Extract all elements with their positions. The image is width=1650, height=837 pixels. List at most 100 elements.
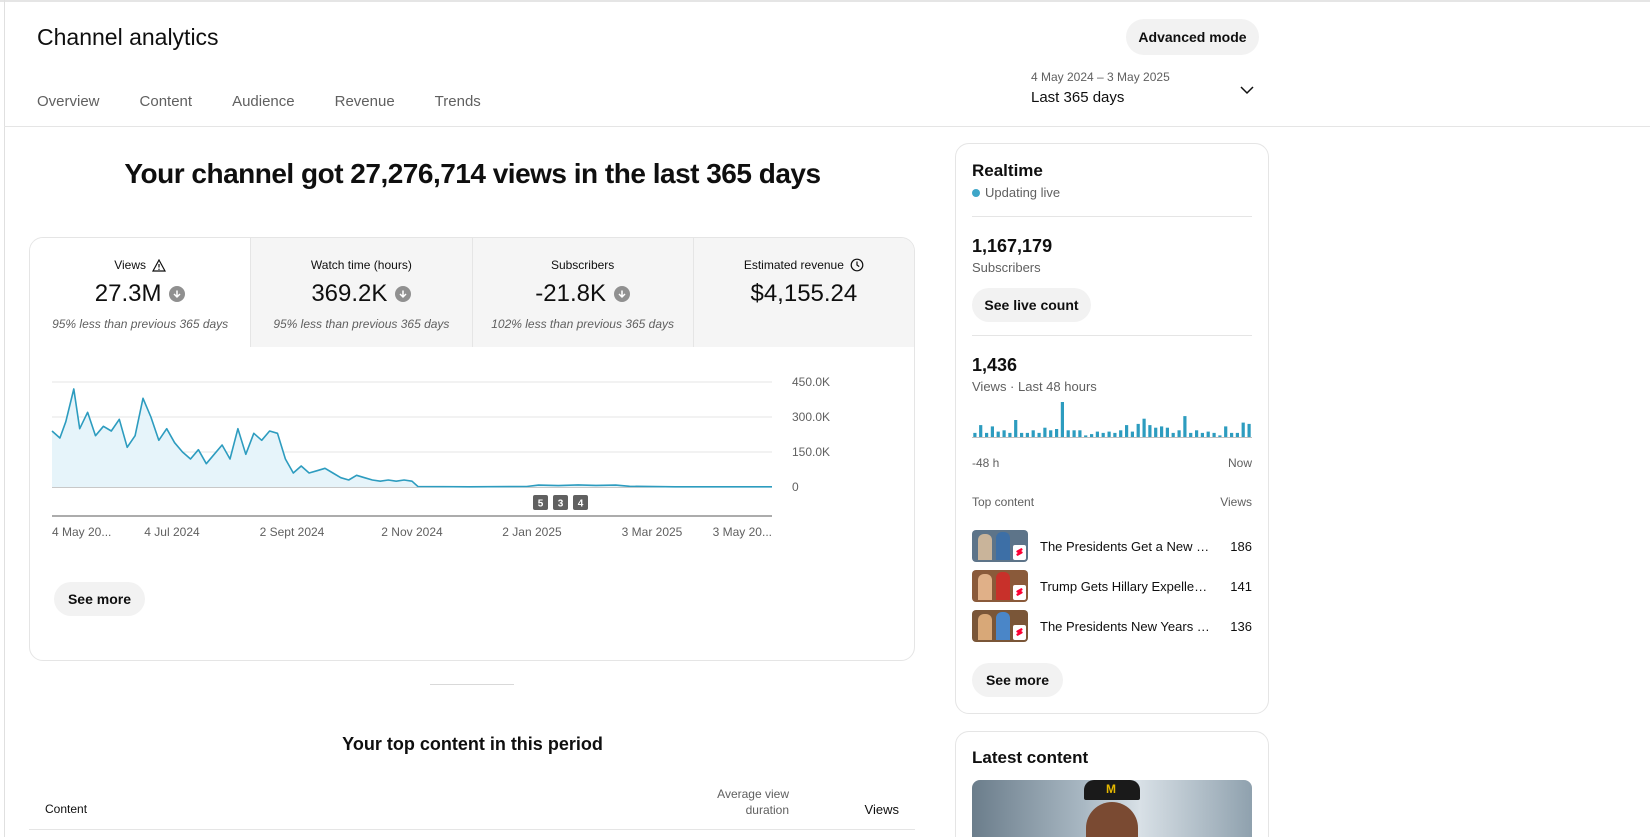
mini-chart-bar bbox=[1200, 432, 1204, 438]
mini-chart-bar bbox=[1148, 425, 1152, 438]
top-content-views: 136 bbox=[1230, 618, 1252, 634]
date-range-label: Last 365 days bbox=[1031, 89, 1125, 106]
realtime-see-more-button[interactable]: See more bbox=[972, 663, 1063, 697]
annotation-label: 3 bbox=[558, 499, 564, 510]
mini-chart-bar bbox=[1130, 431, 1134, 438]
metric-note: 102% less than previous 365 days bbox=[491, 317, 675, 331]
mini-chart-bar bbox=[1055, 429, 1059, 438]
top-content-row[interactable]: The Presidents Get a New … 186 bbox=[972, 530, 1252, 562]
metric-label: Estimated revenue bbox=[743, 258, 844, 272]
video-thumbnail bbox=[972, 530, 1028, 562]
metric-value: 369.2K bbox=[311, 280, 388, 307]
top-content-views: 186 bbox=[1230, 538, 1252, 554]
mini-chart-bar bbox=[979, 425, 983, 438]
mini-chart-bar bbox=[1206, 431, 1210, 438]
mini-chart-bar bbox=[1224, 426, 1228, 438]
warning-icon bbox=[152, 258, 167, 272]
realtime-subscribers-value: 1,167,179 bbox=[972, 236, 1053, 256]
arrow-down-icon bbox=[395, 286, 412, 302]
mini-chart-bar bbox=[1195, 430, 1199, 438]
top-content-label: Top content bbox=[972, 495, 1035, 509]
top-content-row[interactable]: The Presidents New Years … 136 bbox=[972, 610, 1252, 642]
realtime-views-value: 1,436 bbox=[972, 355, 1018, 375]
top-border bbox=[0, 0, 1650, 2]
latest-video-thumbnail[interactable]: M bbox=[972, 780, 1252, 837]
mini-chart-bar bbox=[1241, 422, 1245, 438]
shorts-icon bbox=[1013, 545, 1026, 560]
mini-chart-bar bbox=[1095, 431, 1099, 438]
mini-chart-bar bbox=[1113, 432, 1117, 438]
live-dot-icon bbox=[972, 188, 980, 197]
x-tick-label: 2 Sept 2024 bbox=[260, 525, 325, 539]
annotation-label: 5 bbox=[538, 499, 544, 510]
arrow-down-icon bbox=[613, 286, 630, 302]
y-tick-label: 300.0K bbox=[792, 410, 830, 424]
realtime-status: Updating live bbox=[972, 185, 1060, 200]
top-content-views-label: Views bbox=[1220, 495, 1252, 509]
mini-chart-bar bbox=[1230, 432, 1234, 438]
top-content-row[interactable]: Trump Gets Hillary Expelle… 141 bbox=[972, 570, 1252, 602]
mini-chart-bar bbox=[1066, 430, 1070, 438]
tab-audience[interactable]: Audience bbox=[232, 93, 295, 110]
metric-label: Subscribers bbox=[550, 258, 615, 272]
views-chart[interactable]: 450.0K 300.0K 150.0K 0 4 May 20... 4 Jul 2024… bbox=[30, 347, 915, 661]
series-line bbox=[51, 388, 772, 488]
mini-chart-end-label: Now bbox=[1227, 456, 1252, 470]
mini-chart-start-label: -48 h bbox=[972, 456, 1000, 470]
chevron-down-icon bbox=[1240, 86, 1254, 95]
metric-views[interactable]: Views 27.3M 95% less than previous 365 d… bbox=[30, 238, 251, 347]
video-thumbnail bbox=[972, 570, 1028, 602]
realtime-subscribers-label: Subscribers bbox=[972, 260, 1041, 275]
tab-trends[interactable]: Trends bbox=[434, 93, 481, 110]
logo-icon: M bbox=[1106, 782, 1116, 796]
y-tick-label: 0 bbox=[792, 480, 799, 494]
header-divider bbox=[4, 126, 1650, 127]
advanced-mode-button[interactable]: Advanced mode bbox=[1126, 19, 1259, 55]
video-thumbnail bbox=[972, 610, 1028, 642]
realtime-views-label: Views · Last 48 hours bbox=[972, 379, 1097, 394]
mini-chart-bar bbox=[1107, 431, 1111, 438]
metric-tabs: Views 27.3M 95% less than previous 365 d… bbox=[30, 238, 914, 347]
x-tick-label: 4 May 20... bbox=[52, 525, 111, 539]
mini-chart-bar bbox=[1125, 425, 1129, 438]
column-header-views[interactable]: Views bbox=[864, 802, 899, 817]
mini-chart-bar bbox=[990, 426, 994, 438]
overview-card: Views 27.3M 95% less than previous 365 d… bbox=[29, 237, 915, 661]
metric-note: 95% less than previous 365 days bbox=[273, 317, 450, 331]
tab-overview[interactable]: Overview bbox=[37, 93, 100, 110]
y-tick-label: 150.0K bbox=[792, 445, 830, 459]
realtime-title: Realtime bbox=[972, 161, 1043, 180]
metric-watch-time[interactable]: Watch time (hours) 369.2K 95% less than … bbox=[250, 238, 472, 347]
see-live-count-button[interactable]: See live count bbox=[972, 288, 1091, 322]
mini-chart-bar bbox=[1177, 430, 1181, 438]
column-header-avg-duration[interactable]: Average view duration bbox=[717, 787, 789, 817]
overview-headline: Your channel got 27,276,714 views in the… bbox=[124, 158, 821, 189]
mini-chart-bar bbox=[1218, 435, 1222, 438]
annotation-marker bbox=[553, 495, 568, 510]
mini-chart-bar bbox=[1247, 423, 1251, 438]
see-more-button[interactable]: See more bbox=[54, 582, 145, 616]
tab-content[interactable]: Content bbox=[139, 93, 193, 110]
date-range-dates: 4 May 2024 – 3 May 2025 bbox=[1031, 70, 1170, 84]
mini-chart-bar bbox=[1008, 432, 1012, 438]
top-content-views: 141 bbox=[1230, 578, 1252, 594]
left-border bbox=[4, 0, 5, 837]
tab-revenue[interactable]: Revenue bbox=[334, 93, 395, 110]
x-tick-label: 2 Jan 2025 bbox=[502, 525, 562, 539]
views-chart-area: 450.0K 300.0K 150.0K 0 4 May 20... 4 Jul 2024… bbox=[30, 347, 915, 661]
mini-chart-bar bbox=[1235, 432, 1239, 438]
mini-chart-bar bbox=[1020, 432, 1024, 438]
realtime-views-chart[interactable] bbox=[972, 400, 1252, 438]
page-title: Channel analytics bbox=[37, 24, 219, 50]
mini-chart-bar bbox=[1031, 430, 1035, 438]
date-range-picker[interactable]: 4 May 2024 – 3 May 2025 Last 365 days bbox=[1031, 70, 1257, 112]
column-header-content[interactable]: Content bbox=[45, 802, 88, 816]
divider bbox=[972, 216, 1252, 217]
mini-chart-bar bbox=[1165, 427, 1169, 438]
top-content-title: Your top content in this period bbox=[342, 734, 603, 754]
metric-value: $4,155.24 bbox=[750, 280, 858, 307]
metric-subscribers[interactable]: Subscribers -21.8K 102% less than previo… bbox=[471, 238, 693, 347]
mini-chart-bar bbox=[1183, 416, 1187, 438]
metric-estimated-revenue[interactable]: Estimated revenue $4,155.24 bbox=[692, 238, 914, 347]
section-divider bbox=[430, 684, 514, 685]
